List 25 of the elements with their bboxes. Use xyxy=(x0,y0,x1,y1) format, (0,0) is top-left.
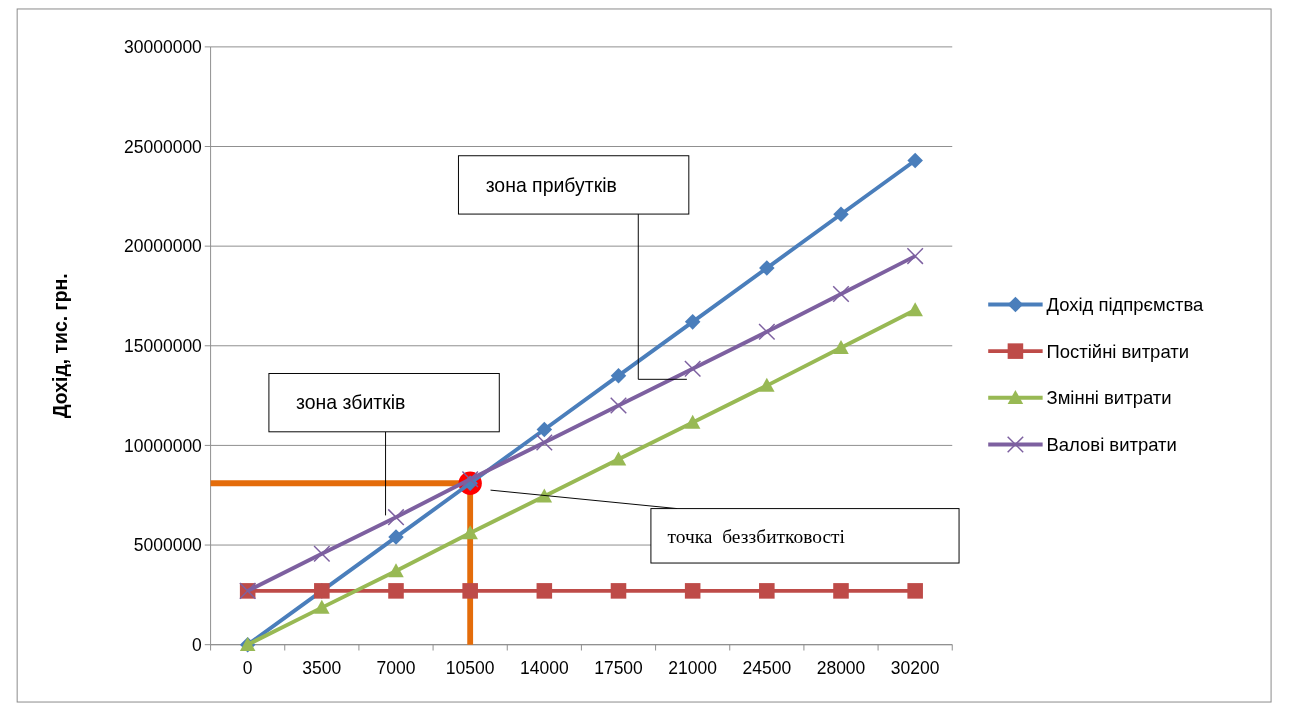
x-tick-label: 17500 xyxy=(594,657,644,678)
x-tick-label: 30200 xyxy=(890,657,940,678)
y-tick-label: 30000000 xyxy=(124,37,203,57)
y-tick-label: 0 xyxy=(192,634,203,655)
y-tick-label: 10000000 xyxy=(124,435,203,456)
x-tick-label: 28000 xyxy=(816,657,866,678)
y-tick-label: 15000000 xyxy=(124,335,203,356)
annotation: зона прибутків xyxy=(485,173,617,196)
legend-label: Валові витрати xyxy=(1046,433,1177,455)
legend-label: Дохід підпрємства xyxy=(1046,293,1204,315)
annotation: зона збитків xyxy=(296,391,406,414)
legend-label: Змінні витрати xyxy=(1046,387,1172,409)
y-tick-label: 25000000 xyxy=(124,136,203,157)
x-tick-label: 14000 xyxy=(520,657,569,678)
y-axis-title: Дохід, тис. грн. xyxy=(48,273,71,419)
y-tick-label: 5000000 xyxy=(133,535,203,556)
x-tick-label: 3500 xyxy=(302,657,342,678)
x-tick-label: 21000 xyxy=(668,657,718,678)
x-tick-label: 7000 xyxy=(376,657,416,678)
x-tick-label: 24500 xyxy=(742,657,792,678)
y-tick-label: 20000000 xyxy=(124,236,203,257)
annotation: точка беззбитковості xyxy=(667,525,846,547)
legend-label: Постійні витрати xyxy=(1046,340,1190,362)
x-tick-label: 10500 xyxy=(445,657,495,678)
x-tick-label: 0 xyxy=(242,657,253,678)
